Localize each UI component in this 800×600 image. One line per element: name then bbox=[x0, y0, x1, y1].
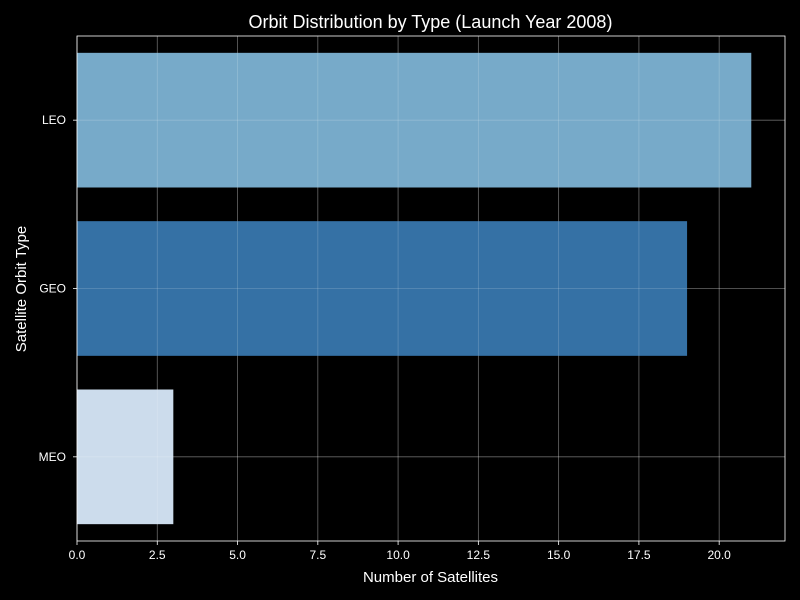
x-tick-label: 5.0 bbox=[229, 548, 246, 562]
bar-leo bbox=[77, 52, 752, 188]
x-tick-label: 0.0 bbox=[69, 548, 86, 562]
x-axis-ticks: 0.0 2.5 5.0 7.5 10.0 12.5 15.0 17.5 20.0 bbox=[69, 541, 731, 562]
chart-title: Orbit Distribution by Type (Launch Year … bbox=[249, 12, 613, 32]
y-tick-label: LEO bbox=[42, 113, 66, 127]
bar-meo bbox=[77, 389, 174, 525]
x-tick-label: 10.0 bbox=[386, 548, 410, 562]
y-tick-label: GEO bbox=[39, 282, 66, 296]
x-tick-label: 20.0 bbox=[707, 548, 731, 562]
x-axis-label: Number of Satellites bbox=[363, 569, 498, 586]
x-tick-label: 7.5 bbox=[309, 548, 326, 562]
y-tick-label: MEO bbox=[39, 450, 66, 464]
x-tick-label: 2.5 bbox=[149, 548, 166, 562]
bars-layer bbox=[77, 52, 752, 525]
y-axis-label: Satellite Orbit Type bbox=[13, 226, 30, 352]
x-tick-label: 12.5 bbox=[467, 548, 491, 562]
bar-geo bbox=[77, 221, 688, 356]
y-axis-ticks: LEO GEO MEO bbox=[39, 113, 77, 464]
x-tick-label: 17.5 bbox=[627, 548, 651, 562]
x-tick-label: 15.0 bbox=[547, 548, 571, 562]
